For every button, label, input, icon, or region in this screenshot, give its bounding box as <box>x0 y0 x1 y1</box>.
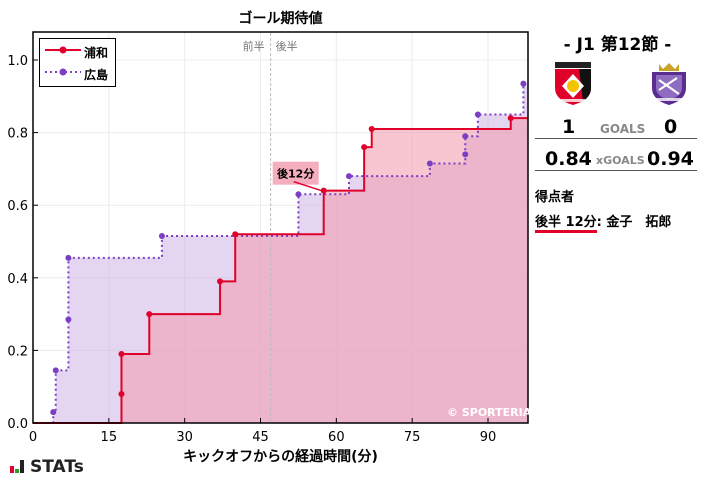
goal-sep: : <box>596 215 602 230</box>
svg-text:0: 0 <box>29 430 37 445</box>
svg-text:0.6: 0.6 <box>7 199 28 214</box>
legend-item-hiroshima: 広島 <box>40 63 115 83</box>
urawa-crest-icon <box>555 62 591 105</box>
hiroshima-crest-icon <box>652 63 686 105</box>
goals-label: GOALS <box>600 122 646 136</box>
solid-line-marker-icon <box>45 46 81 54</box>
svg-text:90: 90 <box>480 430 497 445</box>
second-half-label: 後半 <box>275 40 298 53</box>
area-fills <box>33 83 529 423</box>
scorers-heading: 得点者 <box>535 190 575 205</box>
legend-label: 浦和 <box>84 46 109 60</box>
svg-text:後12分: 後12分 <box>277 167 314 181</box>
svg-text:0.2: 0.2 <box>7 344 28 359</box>
axis-ticks: 0 15 30 45 60 75 90 0.0 0.2 0.4 0.6 0.8 1.0 <box>7 54 496 445</box>
svg-text:0.0: 0.0 <box>7 417 28 432</box>
svg-text:15: 15 <box>101 430 118 445</box>
stats-logo: STATs <box>10 457 84 477</box>
away-goals: 0 <box>664 116 678 138</box>
goal-time: 後半 12分 <box>535 215 597 233</box>
xgoals-row: 0.84 xGOALS 0.94 <box>535 146 697 171</box>
bar-chart-icon <box>10 460 26 473</box>
x-axis-label: キックオフからの経過時間(分) <box>183 449 378 465</box>
legend: 浦和 広島 <box>39 38 116 87</box>
dotted-line-marker-icon <box>45 68 81 76</box>
legend-item-urawa: 浦和 <box>40 41 115 61</box>
xgoals-label: xGOALS <box>596 154 645 167</box>
svg-text:45: 45 <box>252 430 269 445</box>
svg-text:60: 60 <box>328 430 345 445</box>
svg-text:30: 30 <box>176 430 193 445</box>
home-goals: 1 <box>562 116 576 138</box>
goals-row: 1 GOALS 0 <box>535 114 697 139</box>
first-half-label: 前半 <box>242 40 265 53</box>
logo-text: STATs <box>30 457 84 477</box>
svg-text:1.0: 1.0 <box>7 54 28 69</box>
scorer-name: 金子 拓郎 <box>606 215 672 230</box>
home-xg: 0.84 <box>545 148 592 170</box>
series-lines <box>33 80 529 424</box>
plot-frame <box>32 31 529 424</box>
svg-text:0.8: 0.8 <box>7 127 28 142</box>
round-title: - J1 第12節 - <box>563 35 672 55</box>
chart-title: ゴール期待値 <box>238 11 323 27</box>
legend-label: 広島 <box>84 68 109 82</box>
goal-annotation: 後12分 <box>272 161 322 192</box>
svg-text:75: 75 <box>404 430 421 445</box>
copyright: © SPORTERIA <box>447 406 532 419</box>
scorer-item: 後半 12分: 金子 拓郎 <box>535 211 672 233</box>
svg-text:0.4: 0.4 <box>7 272 28 287</box>
away-xg: 0.94 <box>647 148 694 170</box>
